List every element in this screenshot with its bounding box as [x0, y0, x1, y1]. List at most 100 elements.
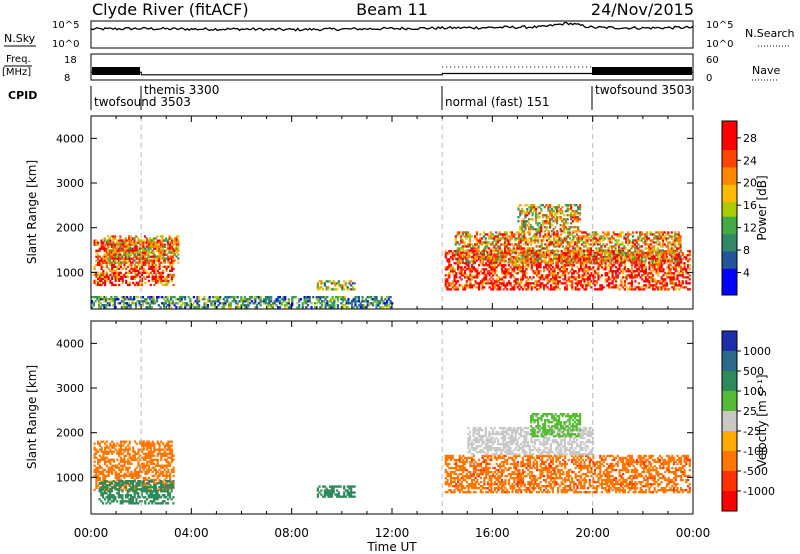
heatmap-cell-3697 — [574, 261, 577, 264]
heatmap-cell-4449 — [563, 218, 566, 221]
heatmap-cell-4387 — [549, 224, 552, 227]
heatmap-cell-4056 — [644, 241, 647, 244]
heatmap-cell-1526 — [341, 288, 344, 291]
heatmap-cell-506 — [162, 269, 165, 273]
heatmap-cell-4137 — [658, 233, 661, 236]
heatmap-cell-1019 — [147, 302, 150, 305]
heatmap-cell-1245 — [264, 298, 267, 301]
heatmap-cell-1905 — [500, 284, 504, 287]
heatmap-cell-3609 — [556, 249, 559, 252]
heatmap-cell-577 — [172, 273, 175, 277]
heatmap-cell-4008 — [633, 243, 636, 246]
heatmap-cell-2209 — [548, 258, 551, 261]
heatmap-cell-3015 — [674, 250, 677, 253]
heatmap-cell-3833 — [598, 237, 601, 240]
heatmap-cell-1274 — [278, 306, 282, 309]
heatmap-cell-2473 — [588, 276, 591, 279]
heatmap-cell-4277 — [522, 226, 525, 229]
heatmap-cell-1073 — [175, 298, 178, 301]
heatmap-cell-3328 — [502, 235, 505, 238]
nsky-panel: N.Sky 10^5 10^0 10^5 10^0 N.Search — [4, 20, 795, 50]
heatmap-cell-3375 — [510, 237, 514, 240]
heatmap-cell-383 — [144, 259, 147, 262]
heatmap-cell-2854 — [651, 274, 655, 277]
heatmap-cell-128 — [109, 470, 112, 474]
heatmap-cell-4250 — [679, 247, 682, 250]
heatmap-cell-217 — [119, 442, 122, 445]
heatmap-cell-4313 — [529, 204, 532, 207]
heatmap-cell-3554 — [544, 243, 547, 246]
heatmap-cell-1341 — [317, 296, 320, 299]
heatmap-cell-2325 — [565, 284, 568, 287]
heatmap-cell-3550 — [544, 259, 547, 262]
heatmap-cell-709 — [129, 249, 133, 252]
heatmap-cell-241 — [123, 456, 126, 459]
heatmap-cell-1286 — [284, 300, 287, 303]
heatmap-cell-647 — [115, 245, 118, 248]
heatmap-cell-513 — [163, 283, 166, 287]
heatmap-cell-839 — [161, 247, 164, 250]
heatmap-cell-2489 — [590, 262, 593, 265]
heatmap-cell-699 — [128, 255, 131, 258]
heatmap-cell-3864 — [605, 249, 608, 252]
heatmap-cell-2779 — [639, 266, 642, 269]
heatmap-cell-833 — [159, 243, 162, 246]
heatmap-cell-1931 — [504, 286, 507, 289]
heatmap-cell-2761 — [637, 288, 640, 291]
heatmap-cell-2205 — [548, 270, 551, 273]
heatmap-cell-1553 — [444, 268, 447, 271]
heatmap-cell-4171 — [665, 245, 668, 248]
heatmap-cell-251 — [125, 474, 128, 478]
heatmap-cell-4177 — [667, 251, 670, 254]
heatmap-cell-1331 — [310, 302, 313, 305]
heatmap-cell-2711 — [630, 288, 633, 291]
heatmap-cell-97 — [105, 271, 108, 275]
heatmap-cell-3741 — [582, 261, 586, 264]
heatmap-cell-4165 — [663, 235, 666, 238]
heatmap-cell-1111 — [196, 298, 199, 301]
heatmap-cell-2368 — [572, 272, 576, 275]
heatmap-cell-3124 — [460, 247, 463, 250]
heatmap-cell-263 — [128, 259, 131, 262]
heatmap-cell-836 — [161, 257, 164, 260]
heatmap-cell-398 — [147, 275, 151, 279]
heatmap-cell-1112 — [196, 296, 199, 299]
heatmap-cell-3866 — [605, 235, 608, 238]
heatmap-cell-2304 — [562, 260, 565, 263]
heatmap-cell-3541 — [540, 241, 543, 244]
heatmap-cell-1344 — [319, 298, 322, 301]
heatmap-cell-579 — [172, 261, 175, 264]
heatmap-cell-2818 — [646, 286, 649, 289]
heatmap-cell-2527 — [597, 278, 600, 281]
heatmap-cell-586 — [172, 239, 175, 242]
heatmap-cell-277 — [130, 263, 133, 267]
heatmap-cell-3625 — [560, 261, 563, 264]
heatmap-cell-950 — [112, 304, 115, 307]
heatmap-cell-776 — [145, 241, 148, 244]
heatmap-cell-849 — [163, 251, 166, 254]
heatmap-cell-309 — [133, 245, 137, 248]
heatmap-cell-3842 — [600, 245, 603, 248]
heatmap-cell-4388 — [549, 222, 552, 225]
heatmap-cell-3798 — [593, 261, 596, 264]
heatmap-cell-204 — [119, 478, 122, 482]
heatmap-cell-957 — [113, 298, 116, 301]
heatmap-cell-215 — [119, 446, 122, 449]
heatmap-cell-4329 — [535, 222, 538, 225]
heatmap-cell-3064 — [683, 268, 686, 271]
heatmap-cell-2044 — [521, 264, 525, 267]
heatmap-cell-3382 — [512, 245, 515, 248]
heatmap-cell-367 — [142, 267, 145, 271]
heatmap-cell-3480 — [530, 257, 533, 260]
heatmap-cell-3258 — [488, 241, 491, 244]
heatmap-cell-1782 — [481, 254, 484, 257]
heatmap-cell-3939 — [619, 243, 622, 246]
heatmap-cell-3167 — [468, 255, 471, 258]
heatmap-cell-3188 — [474, 261, 477, 264]
heatmap-cell-663 — [119, 235, 122, 238]
heatmap-cell-3989 — [630, 245, 633, 248]
heatmap-cell-1584 — [449, 284, 453, 287]
heatmap-cell-1689 — [467, 286, 470, 289]
heatmap-cell-2652 — [618, 264, 621, 267]
heatmap-cell-2333 — [565, 254, 568, 257]
